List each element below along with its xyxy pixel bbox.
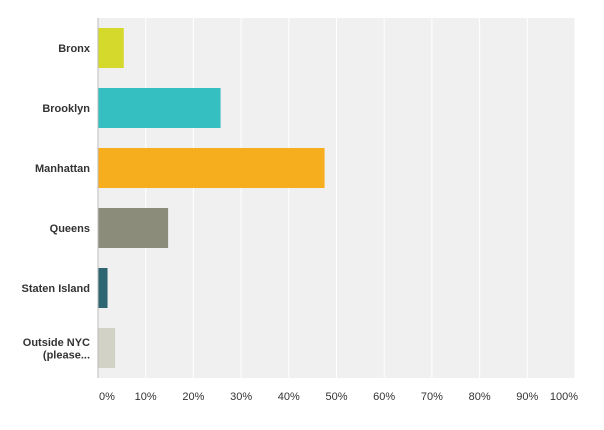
bar (98, 208, 169, 248)
x-tick-label: 30% (230, 391, 252, 403)
category-label: Queens (50, 223, 90, 235)
category-label: Manhattan (35, 163, 90, 175)
x-tick-label: 0% (99, 391, 115, 403)
category-label: Staten Island (22, 283, 90, 295)
bar (98, 328, 116, 368)
bar (98, 148, 325, 188)
category-label: Outside NYC (please... (23, 337, 90, 362)
x-tick-label: 90% (516, 391, 538, 403)
x-tick-label: 100% (550, 391, 578, 403)
category-label: Bronx (58, 43, 91, 55)
x-tick-label: 60% (373, 391, 395, 403)
bars (98, 28, 325, 368)
x-axis-tick-labels: 0% 10% 20% 30% 40% 50% 60% 70% 80% 90% 100% (99, 391, 578, 403)
x-tick-label: 40% (278, 391, 300, 403)
bar (98, 268, 108, 308)
gridlines (145, 18, 576, 378)
bar (98, 28, 124, 68)
category-labels: Bronx Brooklyn Manhattan Queens Staten Islan… (22, 43, 91, 361)
category-label: Brooklyn (42, 103, 90, 115)
x-tick-label: 80% (469, 391, 491, 403)
x-tick-label: 20% (182, 391, 204, 403)
x-tick-label: 50% (325, 391, 347, 403)
bar (98, 88, 221, 128)
x-tick-label: 10% (135, 391, 157, 403)
x-tick-label: 70% (421, 391, 443, 403)
